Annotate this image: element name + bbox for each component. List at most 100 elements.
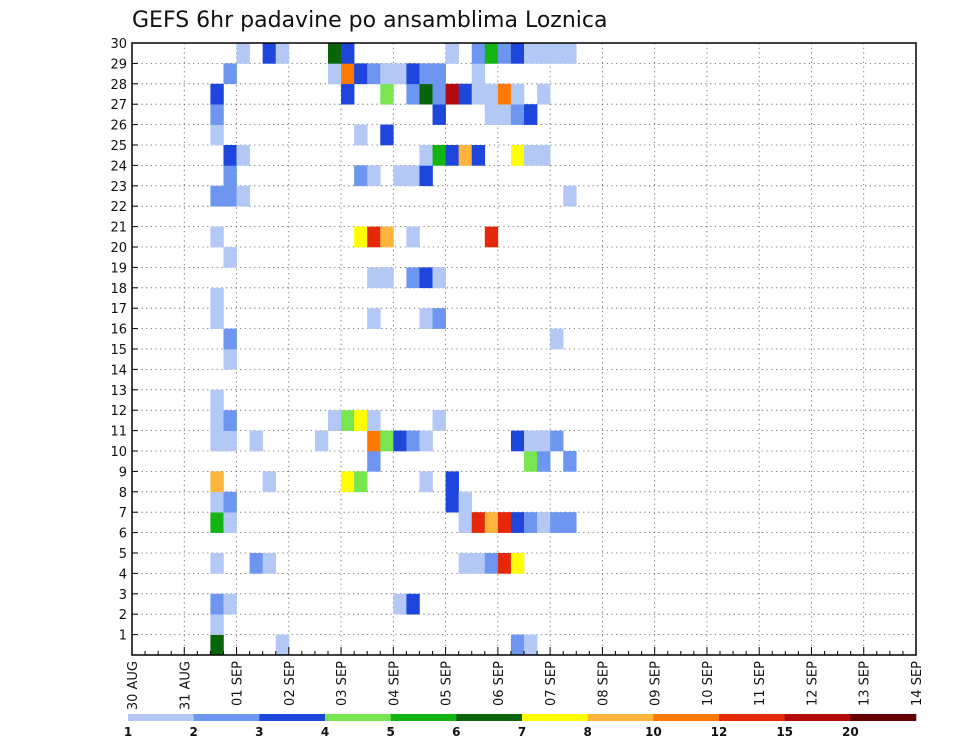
- heatmap-cell: [484, 83, 499, 105]
- heatmap-cell: [458, 145, 473, 166]
- heatmap-cell: [563, 512, 577, 533]
- heatmap-cell: [537, 451, 551, 472]
- heatmap-cell: [367, 63, 381, 85]
- heatmap-cell: [406, 63, 420, 85]
- heatmap-cell: [393, 430, 407, 452]
- heatmap-cell: [432, 104, 446, 125]
- heatmap-cell: [537, 83, 551, 105]
- y-tick-label: 9: [119, 465, 127, 480]
- heatmap-cell: [484, 43, 499, 64]
- heatmap-cell: [419, 165, 433, 187]
- heatmap-cell: [550, 328, 564, 350]
- heatmap-cell: [497, 83, 512, 105]
- heatmap-cell: [380, 267, 394, 289]
- heatmap-cell: [445, 145, 459, 166]
- x-tick-label: 30 AUG: [126, 661, 141, 710]
- heatmap-cell: [262, 43, 277, 64]
- heatmap-cell: [354, 165, 368, 187]
- heatmap-cell: [223, 512, 237, 533]
- x-tick-label: 04 SEP: [387, 661, 402, 706]
- heatmap-cell: [354, 471, 368, 493]
- heatmap-cell: [497, 104, 512, 125]
- colorbar-swatch: [390, 714, 457, 721]
- heatmap-cell: [510, 83, 525, 105]
- colorbar-label: 10: [645, 725, 662, 739]
- heatmap-cell: [367, 308, 381, 329]
- heatmap-cell: [210, 83, 224, 105]
- y-tick-label: 21: [110, 221, 127, 236]
- y-axis: 1234567891011121314151617181920212223242…: [110, 37, 138, 644]
- colorbar-swatch: [128, 714, 194, 721]
- heatmap-cell: [432, 308, 446, 329]
- heatmap-cell: [210, 553, 224, 574]
- y-tick-label: 27: [110, 98, 127, 113]
- x-axis: 30 AUG 31 AUG 01 SEP 02 SEP 03 SEP 04 SEP 05 S…: [126, 647, 925, 710]
- heatmap-cell: [236, 43, 250, 64]
- colorbar-label: 3: [255, 725, 263, 739]
- heatmap-cell: [210, 491, 224, 513]
- colorbar-swatch: [719, 714, 785, 721]
- heatmap-cell: [354, 410, 368, 431]
- heatmap-cell: [210, 614, 224, 635]
- heatmap-cell: [510, 430, 525, 452]
- heatmap-cell: [380, 124, 394, 146]
- colorbar-label: 2: [189, 725, 197, 739]
- heatmap-cell: [563, 43, 577, 64]
- heatmap-cell: [367, 226, 381, 248]
- heatmap-cell: [223, 145, 237, 166]
- heatmap-cell: [223, 63, 237, 85]
- heatmap-cell: [341, 410, 355, 431]
- heatmap-cell: [445, 471, 459, 493]
- colorbar-label: 7: [518, 725, 526, 739]
- heatmap-cell: [406, 267, 420, 289]
- y-tick-label: 16: [110, 323, 127, 338]
- heatmap-cell: [484, 553, 499, 574]
- heatmap-cell: [275, 634, 290, 656]
- y-tick-label: 29: [110, 57, 127, 72]
- y-tick-label: 3: [119, 588, 127, 603]
- colorbar-label: 1: [124, 725, 132, 739]
- heatmap-cell: [236, 185, 250, 207]
- heatmap-cell: [210, 185, 224, 207]
- heatmap-cell: [458, 512, 473, 533]
- heatmap-cell: [354, 124, 368, 146]
- heatmap-cell: [210, 634, 224, 656]
- heatmap-cell: [471, 43, 486, 64]
- heatmap-cell: [471, 63, 486, 85]
- colorbar-label: 15: [776, 725, 793, 739]
- y-tick-label: 12: [110, 404, 127, 419]
- heatmap-cell: [223, 410, 237, 431]
- heatmap-cell: [445, 43, 459, 64]
- x-tick-label: 09 SEP: [649, 661, 664, 706]
- colorbar-swatch: [653, 714, 720, 721]
- heatmap-cell: [458, 491, 473, 513]
- heatmap-cell: [210, 410, 224, 431]
- heatmap-cell: [510, 553, 525, 574]
- y-tick-label: 17: [110, 302, 127, 317]
- heatmap-cell: [223, 328, 237, 350]
- heatmap-cell: [458, 553, 473, 574]
- heatmap-cell: [484, 226, 499, 248]
- heatmap-cell: [510, 512, 525, 533]
- colorbar-label: 6: [452, 725, 460, 739]
- heatmap-cell: [432, 83, 446, 105]
- heatmap-cell: [367, 410, 381, 431]
- y-tick-label: 13: [110, 384, 127, 399]
- heatmap-cell: [432, 410, 446, 431]
- heatmap-cell: [406, 226, 420, 248]
- heatmap-cell: [406, 430, 420, 452]
- y-tick-label: 4: [119, 567, 127, 582]
- y-tick-label: 6: [119, 527, 127, 542]
- heatmap-cell: [432, 63, 446, 85]
- y-tick-label: 26: [110, 119, 127, 134]
- heatmap-cell: [341, 43, 355, 64]
- heatmap-cell: [354, 63, 368, 85]
- colorbar-swatch: [456, 714, 523, 721]
- heatmap-cell: [210, 287, 224, 309]
- colorbar-label: 12: [711, 725, 728, 739]
- y-tick-label: 25: [110, 139, 127, 154]
- heatmap-cell: [550, 512, 564, 533]
- heatmap-cell: [550, 43, 564, 64]
- heatmap-cell: [328, 43, 342, 64]
